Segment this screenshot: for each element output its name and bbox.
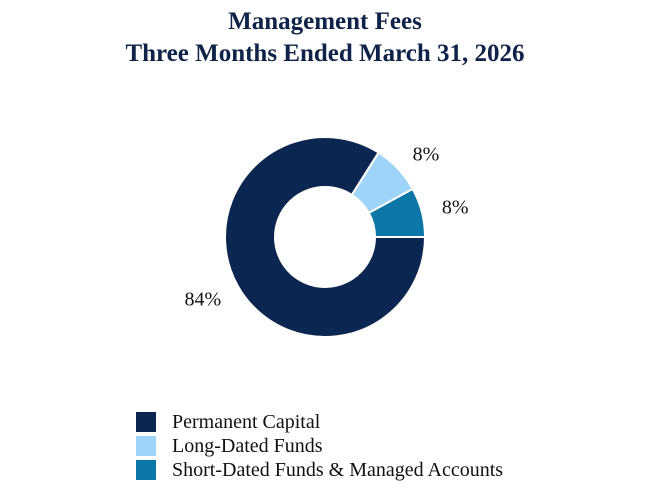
title-line-1: Management Fees — [228, 8, 422, 35]
slice-labels: 8% 8% 84% — [184, 143, 468, 310]
legend: Permanent Capital Long-Dated Funds Short… — [136, 410, 503, 482]
legend-swatch — [136, 436, 156, 456]
legend-swatch — [136, 460, 156, 480]
legend-label: Short-Dated Funds & Managed Accounts — [172, 459, 504, 481]
label-short-dated-funds: 8% — [442, 197, 469, 219]
legend-label: Long-Dated Funds — [172, 435, 323, 457]
slice-long-dated-funds — [350, 151, 414, 215]
label-permanent-capital: 84% — [184, 289, 221, 311]
legend-item-permanent-capital: Permanent Capital — [136, 410, 503, 434]
legend-swatch — [136, 412, 156, 432]
slice-permanent-capital — [224, 136, 427, 338]
donut-chart: 8% 8% 84% — [184, 136, 469, 338]
chart-title: Management Fees Three Months Ended March… — [0, 6, 650, 70]
label-long-dated-funds: 8% — [413, 143, 440, 165]
legend-label: Permanent Capital — [172, 411, 321, 433]
legend-item-long-dated-funds: Long-Dated Funds — [136, 434, 503, 458]
title-line-2: Three Months Ended March 31, 2026 — [125, 40, 525, 67]
legend-item-short-dated-funds: Short-Dated Funds & Managed Accounts — [136, 458, 503, 482]
donut-slices — [224, 136, 427, 338]
